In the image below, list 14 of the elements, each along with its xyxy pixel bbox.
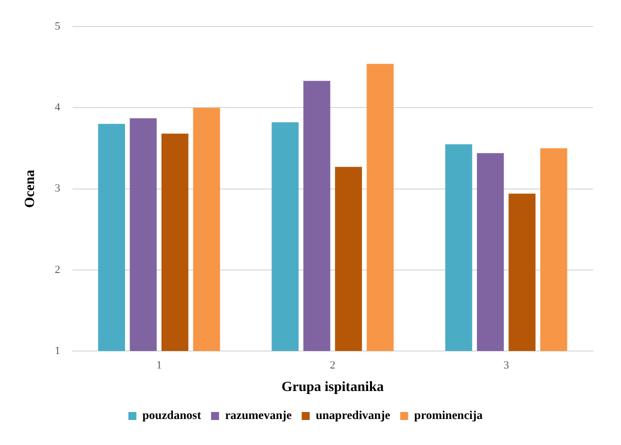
y-tick-label: 2 xyxy=(54,264,60,276)
legend-label: unapredivanje xyxy=(316,408,391,422)
x-axis-title: Grupa ispitanika xyxy=(281,380,384,396)
x-tick-label: 3 xyxy=(503,359,510,372)
y-tick-label: 1 xyxy=(54,344,60,357)
x-tick-label: 1 xyxy=(156,359,162,372)
x-tick-label: 2 xyxy=(330,359,336,372)
y-tick-label: 5 xyxy=(54,20,61,32)
y-axis-title: Ocena xyxy=(23,170,38,208)
y-tick-label: 3 xyxy=(54,182,61,195)
legend-label: prominencija xyxy=(414,408,483,422)
y-tick-label: 4 xyxy=(54,102,61,114)
legend-label: pouzdanost xyxy=(142,408,202,422)
legend-label: razumevanje xyxy=(225,408,292,422)
